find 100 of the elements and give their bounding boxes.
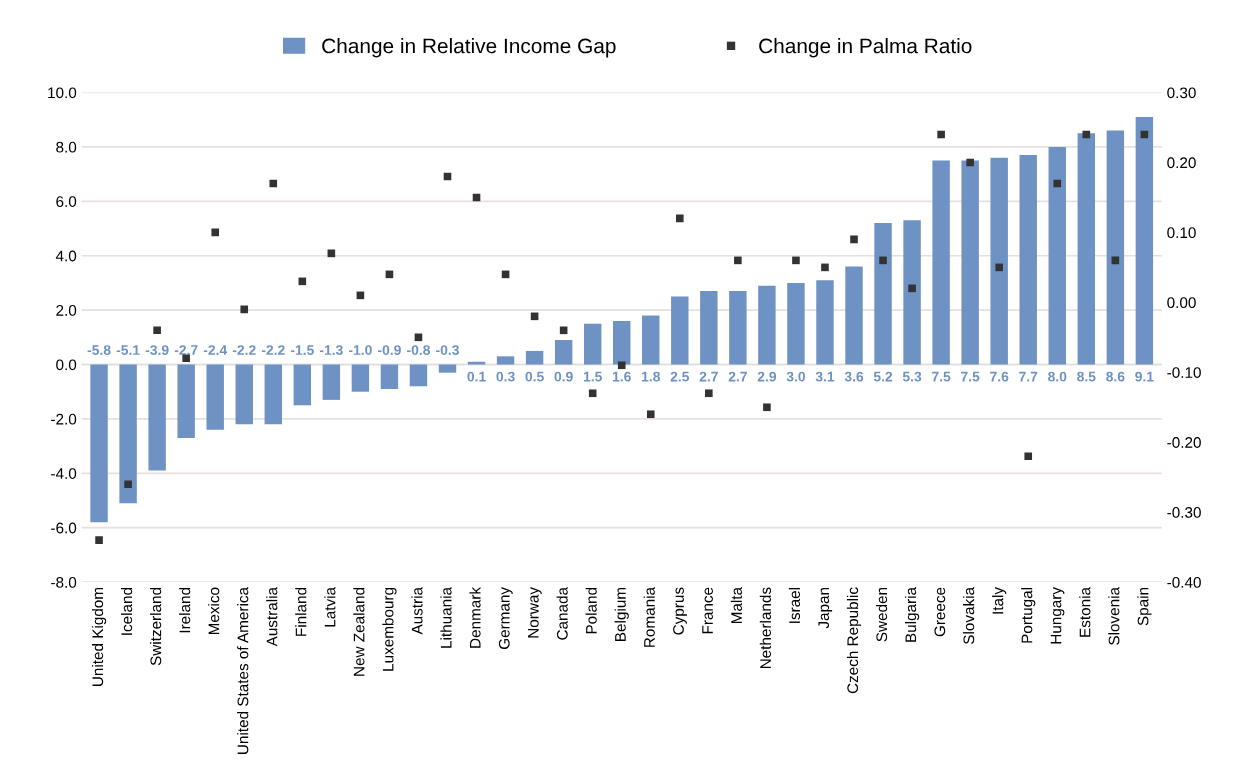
x-tick-label: Mexico	[208, 587, 220, 635]
point	[269, 179, 278, 188]
point	[646, 410, 655, 419]
x-tick-label: Greece	[934, 587, 946, 637]
bar	[990, 157, 1008, 365]
x-tick-label: New Zealand	[353, 587, 365, 676]
data-label: -2.2	[261, 345, 285, 355]
x-tick-label: Latvia	[324, 586, 336, 627]
bar	[700, 291, 718, 365]
x-tick-label: Denmark	[469, 586, 481, 648]
x-tick-label: Poland	[585, 587, 597, 634]
x-tick-label: Czech Republic	[846, 587, 862, 694]
bar	[380, 364, 399, 389]
data-label: 0.1	[467, 371, 486, 382]
bar	[206, 364, 224, 430]
x-tick-label: Slovakia	[963, 586, 975, 645]
y-tick-label: -6.0	[51, 522, 77, 534]
x-tick-label: Belgium	[614, 587, 629, 641]
data-label: 8.6	[1106, 371, 1125, 382]
point	[850, 235, 858, 244]
x-tick-label: Austria	[411, 586, 423, 635]
bar	[293, 364, 312, 406]
x-tick-label: Netherlands	[759, 587, 771, 669]
data-label: -0.8	[407, 345, 431, 355]
bar	[1077, 133, 1096, 365]
bar	[758, 285, 776, 365]
x-tick-label: France	[702, 587, 713, 634]
data-label: 9.1	[1135, 371, 1154, 382]
data-label: 3.6	[844, 371, 864, 382]
x-tick-label: Iceland	[120, 587, 133, 635]
data-label: 3.0	[786, 371, 806, 382]
data-label: 2.7	[699, 371, 718, 382]
data-label: 7.6	[990, 371, 1009, 382]
x-tick-label: Bulgaria	[904, 586, 920, 642]
point	[211, 228, 220, 237]
bar	[554, 340, 573, 365]
y2-tick-label: -0.20	[1167, 437, 1201, 448]
point	[763, 403, 771, 412]
data-label: -3.9	[145, 345, 169, 355]
bar	[816, 280, 834, 365]
x-tick-label: Sweden	[875, 587, 888, 642]
bar	[438, 364, 457, 373]
x-tick-label: Canada	[556, 586, 568, 640]
data-label: 8.5	[1077, 371, 1096, 382]
bar	[613, 320, 631, 365]
point	[937, 130, 945, 139]
y2-tick-label: -0.10	[1167, 367, 1201, 378]
bar	[264, 364, 282, 425]
data-label: 2.7	[728, 371, 747, 382]
legend-label: Change in Palma Ratio	[759, 38, 972, 58]
data-label: 5.3	[902, 371, 922, 382]
bar	[148, 364, 166, 471]
data-label: -0.9	[378, 345, 401, 355]
data-label: -1.3	[319, 345, 343, 355]
point	[879, 256, 887, 265]
y2-tick-label: -0.30	[1167, 507, 1201, 518]
data-label: -1.0	[348, 345, 372, 355]
legend-label: Change in Relative Income Gap	[322, 38, 616, 58]
y-tick-label: 0.0	[56, 359, 77, 371]
y-tick-label: -8.0	[51, 576, 77, 588]
x-tick-label: Japan	[818, 587, 833, 629]
y-tick-label: 6.0	[56, 196, 77, 207]
data-label: 0.9	[554, 371, 573, 382]
data-label: -2.4	[203, 345, 228, 355]
bar	[845, 266, 863, 365]
point	[1053, 179, 1062, 188]
x-tick-label: Switzerland	[150, 587, 162, 666]
x-tick-label: Spain	[1137, 587, 1152, 626]
x-tick-label: Australia	[266, 586, 278, 647]
point	[705, 389, 713, 398]
y-tick-label: -4.0	[51, 468, 77, 479]
bar	[177, 364, 195, 438]
bar	[874, 223, 892, 365]
point	[908, 284, 916, 293]
bar	[583, 323, 602, 365]
point	[734, 256, 742, 265]
y-tick-label: -2.0	[51, 413, 77, 425]
bar	[467, 361, 486, 365]
point	[821, 263, 829, 272]
point	[617, 361, 626, 370]
point	[792, 256, 800, 265]
data-label: 1.5	[583, 371, 602, 382]
bar	[1019, 155, 1037, 365]
x-tick-label: Slovenia	[1108, 586, 1120, 645]
point	[675, 214, 684, 223]
bar	[351, 364, 370, 392]
y2-tick-label: 0.10	[1167, 227, 1196, 239]
y-tick-label: 10.0	[48, 87, 77, 99]
data-label: 8.0	[1048, 371, 1067, 382]
data-label: -5.1	[116, 345, 140, 355]
data-label: 0.3	[496, 371, 515, 382]
data-label: 7.5	[961, 371, 980, 382]
y2-tick-label: 0.00	[1167, 297, 1196, 309]
bar	[642, 315, 660, 365]
x-tick-label: United Kigdom	[91, 587, 107, 686]
point	[995, 263, 1003, 272]
bar	[932, 160, 950, 365]
y-tick-label: 4.0	[55, 250, 77, 262]
bar	[1135, 117, 1154, 365]
x-tick-label: United States of America	[237, 586, 249, 754]
